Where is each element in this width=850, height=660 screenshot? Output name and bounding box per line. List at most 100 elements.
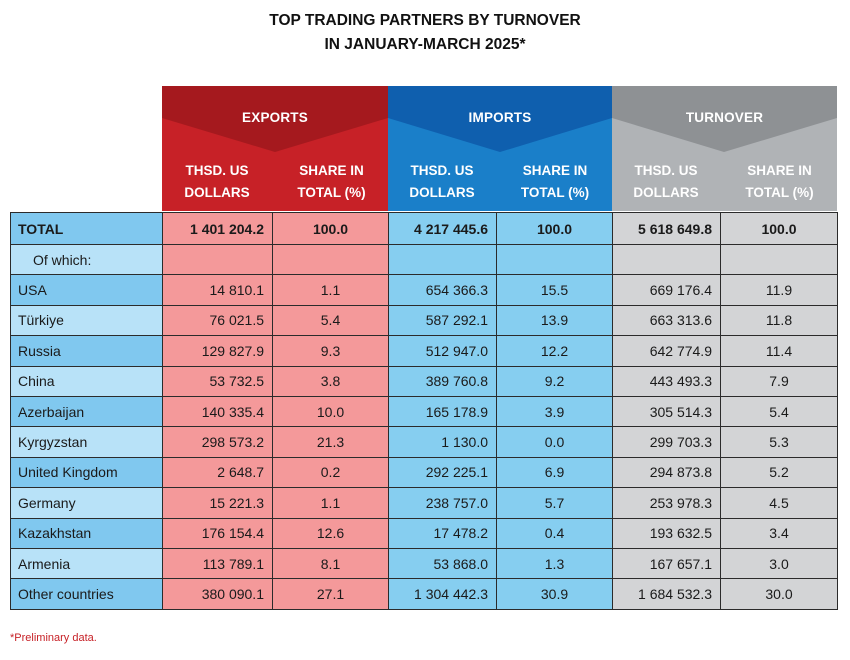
exports-share-cell: 100.0 xyxy=(272,212,389,245)
exports-share-cell: 12.6 xyxy=(272,517,389,549)
table-row: USA 14 810.1 1.1 654 366.3 15.5 669 176.4 11.9 xyxy=(10,274,838,306)
imports-value-cell: 292 225.1 xyxy=(388,456,497,489)
imports-share-cell: 0.4 xyxy=(496,517,613,549)
turnover-value-cell: 294 873.8 xyxy=(612,456,721,489)
turnover-value-cell: 305 514.3 xyxy=(612,395,721,428)
imports-group-label: IMPORTS xyxy=(468,110,532,125)
country-cell: Germany xyxy=(10,487,163,519)
table-row: Other countries 380 090.1 27.1 1 304 442.3 3… xyxy=(10,578,838,610)
exports-share-cell: 3.8 xyxy=(272,365,389,397)
turnover-value-cell: 642 774.9 xyxy=(612,335,721,367)
turnover-value-cell: 167 657.1 xyxy=(612,547,721,580)
imports-header: IMPORTS THSD. US DOLLARS SHARE IN TOTAL (%… xyxy=(388,86,612,211)
country-cell: Kazakhstan xyxy=(10,517,163,549)
trade-table-body: TOTAL 1 401 204.2 100.0 4 217 445.6 100.0 5 6… xyxy=(10,212,838,610)
imports-value-cell: 1 304 442.3 xyxy=(388,578,497,610)
turnover-share-cell: 3.0 xyxy=(720,547,838,580)
country-cell: Azerbaijan xyxy=(10,395,163,428)
exports-value-cell: 14 810.1 xyxy=(162,274,273,306)
imports-value-cell: 165 178.9 xyxy=(388,395,497,428)
imports-value-cell: 53 868.0 xyxy=(388,547,497,580)
table-row: Azerbaijan 140 335.4 10.0 165 178.9 3.9 305 5… xyxy=(10,395,838,428)
turnover-value-cell: 193 632.5 xyxy=(612,517,721,549)
turnover-share-cell: 30.0 xyxy=(720,578,838,610)
turnover-value-cell: 253 978.3 xyxy=(612,487,721,519)
table-row: Armenia 113 789.1 8.1 53 868.0 1.3 167 657.1 3… xyxy=(10,547,838,580)
country-cell: TOTAL xyxy=(10,212,163,245)
exports-share-cell: 27.1 xyxy=(272,578,389,610)
turnover-group-label: TURNOVER xyxy=(685,110,764,125)
turnover-share-cell: 5.2 xyxy=(720,456,838,489)
country-cell: Armenia xyxy=(10,547,163,580)
country-cell: USA xyxy=(10,274,163,306)
imports-share-cell: 3.9 xyxy=(496,395,613,428)
turnover-header: TURNOVER THSD. US DOLLARS SHARE IN TOTAL (… xyxy=(612,86,837,211)
footnote: *Preliminary data. xyxy=(10,632,97,644)
imports-value-cell: 389 760.8 xyxy=(388,365,497,397)
table-row: Kyrgyzstan 298 573.2 21.3 1 130.0 0.0 299 703… xyxy=(10,426,838,458)
exports-value-cell: 380 090.1 xyxy=(162,578,273,610)
table-row: Russia 129 827.9 9.3 512 947.0 12.2 642 774.9… xyxy=(10,335,838,367)
exports-value-cell: 113 789.1 xyxy=(162,547,273,580)
turnover-value-cell: 669 176.4 xyxy=(612,274,721,306)
country-cell: Other countries xyxy=(10,578,163,610)
imports-value-cell xyxy=(388,243,497,276)
imports-share-cell: 5.7 xyxy=(496,487,613,519)
imports-share-cell: 12.2 xyxy=(496,335,613,367)
exports-value-cell xyxy=(162,243,273,276)
country-cell: China xyxy=(10,365,163,397)
exports-share-cell: 8.1 xyxy=(272,547,389,580)
turnover-value-cell: 443 493.3 xyxy=(612,365,721,397)
imports-share-cell: 0.0 xyxy=(496,426,613,458)
country-cell: Kyrgyzstan xyxy=(10,426,163,458)
turnover-share-cell: 7.9 xyxy=(720,365,838,397)
turnover-value-cell: 663 313.6 xyxy=(612,304,721,337)
exports-share-cell: 1.1 xyxy=(272,274,389,306)
imports-value-cell: 512 947.0 xyxy=(388,335,497,367)
table-row: United Kingdom 2 648.7 0.2 292 225.1 6.9 294 … xyxy=(10,456,838,489)
exports-value-cell: 53 732.5 xyxy=(162,365,273,397)
title-line-2: IN JANUARY-MARCH 2025* xyxy=(324,36,526,53)
exports-group-label: EXPORTS xyxy=(242,110,308,125)
exports-share-cell: 21.3 xyxy=(272,426,389,458)
imports-share-cell: 1.3 xyxy=(496,547,613,580)
table-row: China 53 732.5 3.8 389 760.8 9.2 443 493.3 7.9 xyxy=(10,365,838,397)
imports-value-cell: 4 217 445.6 xyxy=(388,212,497,245)
imports-share-cell: 13.9 xyxy=(496,304,613,337)
exports-share-cell: 10.0 xyxy=(272,395,389,428)
turnover-share-cell: 100.0 xyxy=(720,212,838,245)
imports-share-cell: 100.0 xyxy=(496,212,613,245)
imports-value-cell: 587 292.1 xyxy=(388,304,497,337)
turnover-value-cell: 1 684 532.3 xyxy=(612,578,721,610)
exports-value-cell: 129 827.9 xyxy=(162,335,273,367)
exports-share-cell xyxy=(272,243,389,276)
exports-value-cell: 76 021.5 xyxy=(162,304,273,337)
exports-value-subheader: THSD. US DOLLARS xyxy=(184,163,250,200)
turnover-value-subheader: THSD. US DOLLARS xyxy=(633,163,699,200)
turnover-share-cell: 3.4 xyxy=(720,517,838,549)
table-row: Germany 15 221.3 1.1 238 757.0 5.7 253 978.3 4… xyxy=(10,487,838,519)
imports-share-subheader: SHARE IN TOTAL (%) xyxy=(520,163,590,200)
turnover-share-cell: 5.4 xyxy=(720,395,838,428)
of-which-label: Of which: xyxy=(10,243,163,276)
exports-share-cell: 5.4 xyxy=(272,304,389,337)
imports-value-subheader: THSD. US DOLLARS xyxy=(409,163,475,200)
exports-share-cell: 0.2 xyxy=(272,456,389,489)
country-cell: Russia xyxy=(10,335,163,367)
table-row: Türkiye 76 021.5 5.4 587 292.1 13.9 663 313.6… xyxy=(10,304,838,337)
turnover-value-cell: 5 618 649.8 xyxy=(612,212,721,245)
imports-value-cell: 1 130.0 xyxy=(388,426,497,458)
imports-share-cell xyxy=(496,243,613,276)
imports-share-cell: 9.2 xyxy=(496,365,613,397)
imports-value-cell: 17 478.2 xyxy=(388,517,497,549)
exports-share-cell: 9.3 xyxy=(272,335,389,367)
total-row: TOTAL 1 401 204.2 100.0 4 217 445.6 100.0 5 6… xyxy=(10,212,838,245)
turnover-share-cell xyxy=(720,243,838,276)
imports-value-cell: 654 366.3 xyxy=(388,274,497,306)
exports-value-cell: 2 648.7 xyxy=(162,456,273,489)
exports-value-cell: 15 221.3 xyxy=(162,487,273,519)
exports-share-cell: 1.1 xyxy=(272,487,389,519)
imports-share-cell: 30.9 xyxy=(496,578,613,610)
turnover-share-cell: 11.8 xyxy=(720,304,838,337)
of-which-row: Of which: xyxy=(10,243,838,276)
